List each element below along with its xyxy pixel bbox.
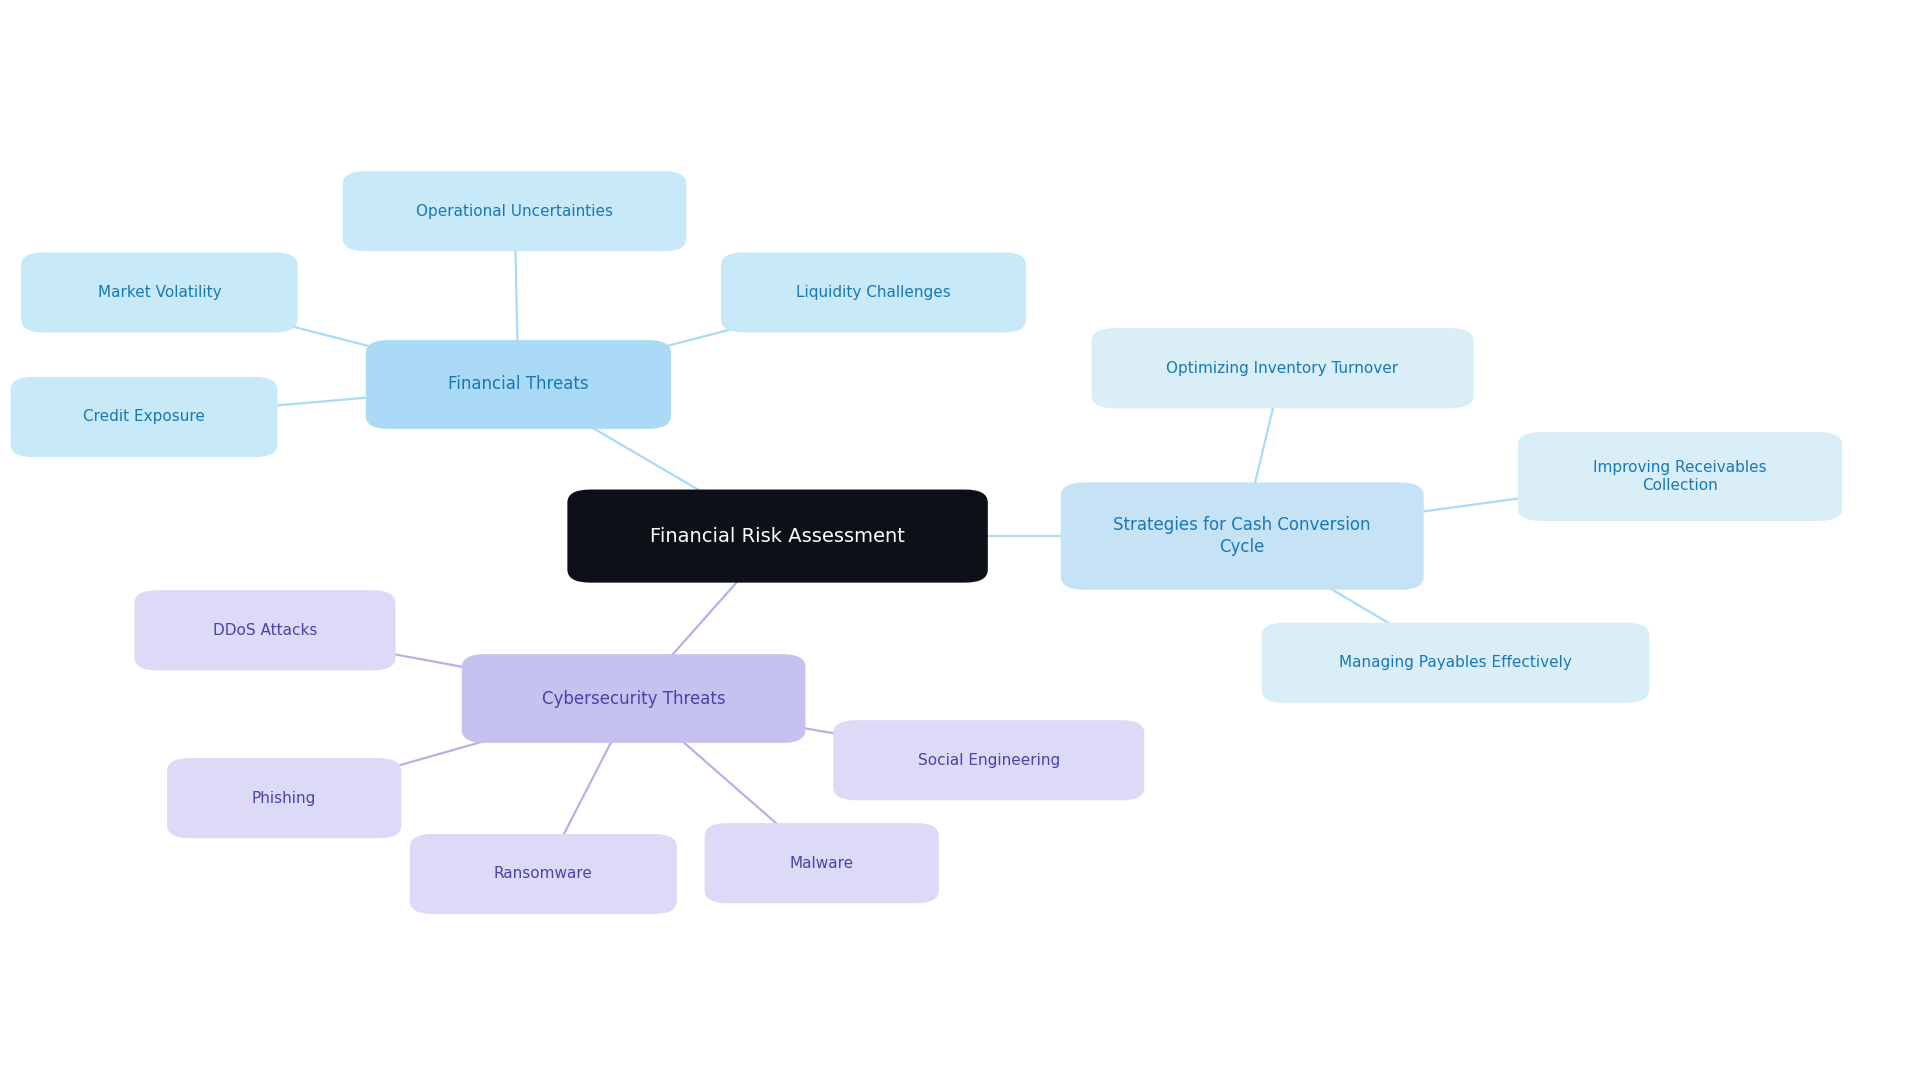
- FancyBboxPatch shape: [705, 823, 939, 903]
- Text: Financial Threats: Financial Threats: [447, 376, 589, 393]
- Text: Market Volatility: Market Volatility: [98, 285, 221, 300]
- FancyBboxPatch shape: [365, 340, 672, 429]
- Text: Social Engineering: Social Engineering: [918, 753, 1060, 768]
- FancyBboxPatch shape: [1261, 623, 1649, 703]
- Text: Phishing: Phishing: [252, 791, 317, 806]
- FancyBboxPatch shape: [134, 590, 396, 670]
- Text: Cybersecurity Threats: Cybersecurity Threats: [541, 690, 726, 707]
- Text: Operational Uncertainties: Operational Uncertainties: [417, 204, 612, 219]
- Text: Improving Receivables
Collection: Improving Receivables Collection: [1594, 459, 1766, 494]
- FancyBboxPatch shape: [21, 252, 298, 332]
- FancyBboxPatch shape: [409, 834, 676, 914]
- FancyBboxPatch shape: [1091, 328, 1475, 408]
- FancyBboxPatch shape: [722, 252, 1025, 332]
- FancyBboxPatch shape: [342, 171, 687, 251]
- FancyBboxPatch shape: [1060, 483, 1425, 589]
- Text: Malware: Malware: [789, 856, 854, 871]
- Text: Credit Exposure: Credit Exposure: [83, 409, 205, 425]
- Text: Liquidity Challenges: Liquidity Challenges: [797, 285, 950, 300]
- FancyBboxPatch shape: [167, 758, 401, 838]
- Text: Optimizing Inventory Turnover: Optimizing Inventory Turnover: [1167, 361, 1398, 376]
- FancyBboxPatch shape: [1517, 432, 1843, 521]
- FancyBboxPatch shape: [833, 720, 1144, 800]
- Text: Strategies for Cash Conversion
Cycle: Strategies for Cash Conversion Cycle: [1114, 516, 1371, 557]
- Text: Financial Risk Assessment: Financial Risk Assessment: [651, 526, 904, 546]
- Text: DDoS Attacks: DDoS Attacks: [213, 623, 317, 638]
- FancyBboxPatch shape: [10, 377, 278, 457]
- Text: Ransomware: Ransomware: [493, 866, 593, 882]
- FancyBboxPatch shape: [568, 490, 987, 583]
- FancyBboxPatch shape: [461, 654, 806, 743]
- Text: Managing Payables Effectively: Managing Payables Effectively: [1338, 655, 1572, 670]
